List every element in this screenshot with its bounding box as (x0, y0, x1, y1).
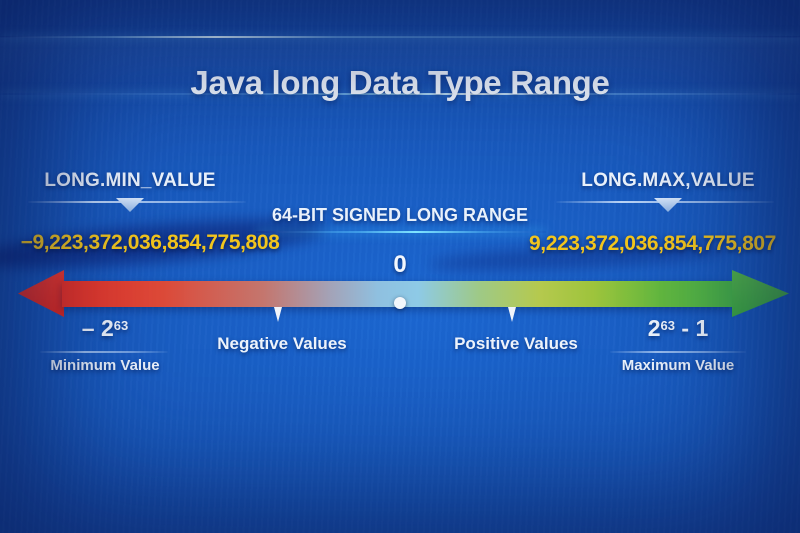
max-caption-rule (610, 351, 746, 353)
max-pointer-icon (654, 198, 682, 212)
min-power-expression: – 263 (45, 315, 165, 342)
header-band (0, 37, 800, 93)
max-value-text: 9,223,372,036,854,775,807 (529, 232, 776, 255)
arrow-head-left-icon (18, 270, 64, 317)
arrow-head-right-icon (732, 270, 789, 317)
max-caption: Maximum Value (621, 357, 735, 374)
zero-label: 0 (393, 251, 407, 278)
zero-marker-dot (394, 297, 406, 309)
max-constant-label: LONG.MAX,VALUE (581, 170, 755, 191)
min-pointer-icon (116, 198, 144, 212)
negative-tick-icon (274, 307, 282, 322)
min-value-text: −9,223,372,036,854,775,808 (20, 231, 280, 254)
min-constant-label: LONG.MIN_VALUE (44, 170, 216, 191)
min-caption: Minimum Value (50, 357, 160, 374)
negative-values-label: Negative Values (217, 334, 347, 353)
positive-tick-icon (508, 307, 516, 322)
max-power-prefix: 2 (647, 315, 661, 341)
page-title: Java long Data Type Range (190, 64, 610, 102)
max-power-exponent: 63 (660, 318, 676, 333)
min-power-exponent: 63 (113, 318, 129, 333)
range-caption: 64-BIT SIGNED LONG RANGE (271, 205, 529, 225)
header-divider-bottom (0, 93, 800, 95)
max-power-expression: 263 - 1 (618, 315, 738, 342)
min-power-prefix: – 2 (81, 315, 114, 341)
range-glow-line (256, 231, 546, 233)
min-caption-rule (40, 351, 168, 353)
header-divider-top (0, 36, 800, 38)
positive-values-label: Positive Values (454, 334, 578, 353)
max-power-suffix: - 1 (675, 315, 709, 341)
